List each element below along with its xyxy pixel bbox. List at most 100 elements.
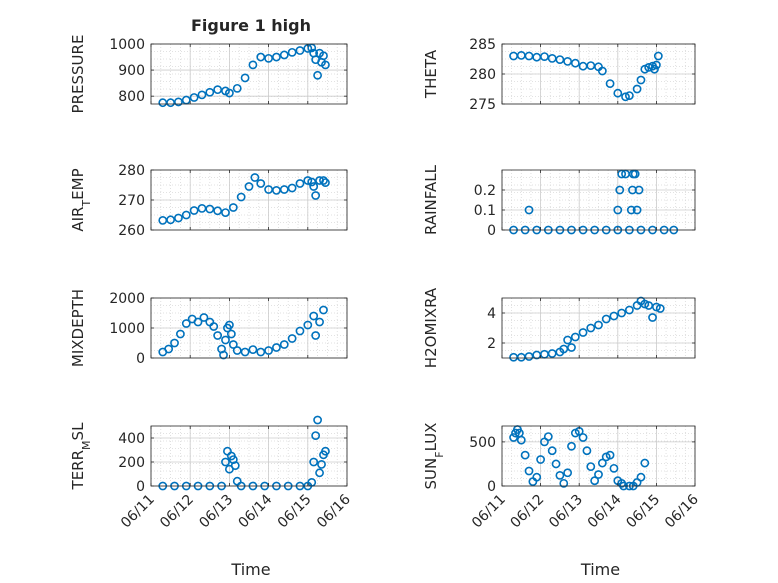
data-point: [555, 55, 565, 64]
data-point: [213, 331, 223, 340]
data-point: [582, 446, 592, 456]
data-point: [250, 173, 260, 182]
y-axis-label: TERRMSL: [69, 422, 93, 491]
figure-title: Figure 1 high: [191, 16, 311, 35]
data-point: [287, 47, 297, 57]
data-point: [264, 346, 273, 355]
data-point: [189, 206, 199, 215]
y-tick-label: 285: [469, 37, 496, 53]
data-point: [321, 178, 330, 187]
data-point: [648, 313, 657, 322]
data-point: [524, 466, 534, 476]
data-point: [567, 441, 576, 451]
data-point: [626, 205, 636, 215]
data-point: [315, 468, 324, 478]
data-point: [311, 191, 321, 200]
data-point: [232, 346, 242, 355]
data-point: [516, 435, 526, 445]
data-point: [303, 320, 313, 330]
data-point: [303, 176, 313, 185]
data-point: [311, 431, 321, 440]
data-point: [199, 313, 209, 322]
data-point: [181, 319, 191, 328]
x-tick-label: 06/16: [314, 491, 354, 531]
data-point: [605, 450, 615, 460]
data-point: [540, 52, 549, 61]
y-axis-label: SUNFLUX: [422, 423, 446, 490]
data-point: [309, 457, 319, 467]
data-point: [287, 334, 297, 343]
data-point: [221, 208, 230, 217]
y-tick-label: 0: [136, 479, 145, 495]
data-point: [209, 322, 219, 331]
data-point: [309, 311, 319, 321]
data-point: [311, 331, 321, 340]
data-point: [590, 476, 600, 486]
data-point: [213, 206, 223, 216]
x-tick-label: 06/12: [508, 492, 548, 532]
data-point: [532, 472, 542, 482]
data-point: [197, 90, 207, 100]
data-point: [256, 347, 266, 357]
axes-box: [150, 43, 348, 105]
data-point: [636, 472, 646, 482]
data-point: [594, 320, 603, 330]
y-tick-label: 2000: [109, 291, 145, 307]
data-point: [621, 92, 630, 102]
data-point: [219, 350, 228, 360]
data-point: [230, 461, 240, 470]
x-tick-label: 06/15: [275, 492, 315, 532]
y-axis-label: THETA: [422, 49, 440, 99]
data-point: [213, 85, 223, 95]
y-tick-label: 800: [118, 89, 145, 105]
y-tick-label: 280: [118, 163, 145, 179]
data-point: [613, 88, 623, 98]
y-tick-label: 1000: [109, 321, 145, 337]
data-point: [272, 52, 281, 62]
data-point: [279, 340, 289, 349]
data-point: [640, 458, 650, 468]
subplot-left-4: 0 200 400 06/11 06/12 06/13 06/14 06/15 06/16 Tim…: [118, 415, 354, 579]
x-tick-label: 06/15: [623, 492, 663, 532]
data-point: [309, 182, 319, 191]
data-point: [295, 179, 305, 188]
data-point: [601, 314, 611, 324]
y-axis-label: MIXDEPTH: [69, 289, 87, 367]
x-tick-label: 06/12: [157, 492, 197, 532]
y-axis-label: PRESSURE: [69, 35, 87, 114]
data-point: [279, 185, 289, 194]
data-point: [240, 73, 250, 83]
data-point: [509, 433, 518, 442]
data-point: [248, 345, 258, 354]
data-point: [205, 87, 215, 97]
data-point: [166, 215, 175, 225]
data-point: [226, 329, 236, 339]
data-point: [174, 97, 183, 107]
data-point: [221, 335, 230, 345]
data-point: [256, 52, 266, 62]
data-point: [615, 185, 625, 195]
data-point: [636, 75, 646, 85]
data-point: [313, 415, 322, 425]
x-tick-label: 06/13: [196, 492, 236, 532]
data-point: [650, 64, 659, 74]
data-point: [609, 311, 619, 321]
y-tick-label: 200: [118, 455, 145, 471]
data-point: [563, 335, 573, 345]
data-point: [307, 177, 317, 187]
y-tick-label: 270: [118, 193, 145, 209]
data-point: [609, 463, 619, 473]
data-point: [279, 50, 289, 60]
y-tick-label: 400: [118, 431, 145, 447]
data-point: [287, 183, 297, 193]
data-point: [319, 305, 328, 315]
x-axis-label: Time: [580, 560, 620, 579]
data-point: [551, 459, 561, 469]
data-point: [319, 176, 328, 185]
data-point: [174, 213, 183, 223]
data-point: [248, 60, 258, 70]
data-point: [555, 471, 565, 480]
data-point: [244, 182, 254, 191]
data-point: [586, 323, 596, 333]
data-point: [313, 70, 322, 80]
